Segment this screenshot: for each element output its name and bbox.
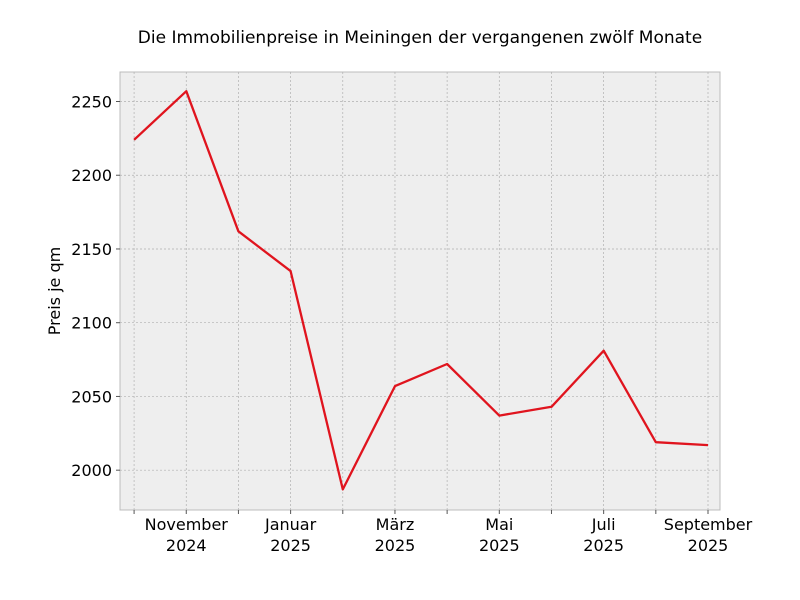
y-tick-label: 2000 <box>71 461 112 480</box>
chart-title: Die Immobilienpreise in Meiningen der ve… <box>138 28 702 48</box>
x-tick-label: Juli <box>591 515 616 534</box>
x-tick-label-year: 2025 <box>375 536 416 555</box>
y-tick-label: 2050 <box>71 387 112 406</box>
y-tick-label: 2150 <box>71 240 112 259</box>
x-tick-label: März <box>376 515 415 534</box>
x-tick-label: Mai <box>485 515 513 534</box>
y-axis-label: Preis je qm <box>45 247 64 335</box>
y-tick-label: 2250 <box>71 92 112 111</box>
series-line <box>133 90 709 491</box>
grid-lines <box>120 72 720 510</box>
x-tick-label-year: 2024 <box>166 536 207 555</box>
x-tick-label-year: 2025 <box>270 536 311 555</box>
x-tick-label: September <box>664 515 753 534</box>
x-tick-label: November <box>145 515 229 534</box>
x-tick-label-year: 2025 <box>479 536 520 555</box>
plot-area <box>119 71 721 511</box>
x-tick-label-year: 2025 <box>583 536 624 555</box>
series-layer <box>133 90 709 491</box>
x-tick-label: Januar <box>264 515 317 534</box>
axis-ticks <box>116 100 709 514</box>
y-tick-label: 2200 <box>71 166 112 185</box>
x-tick-label-year: 2025 <box>688 536 729 555</box>
tick-labels: 2000 2050 2100 2150 2200 2250 November 2024 Janu… <box>71 92 752 555</box>
y-tick-label: 2100 <box>71 314 112 333</box>
